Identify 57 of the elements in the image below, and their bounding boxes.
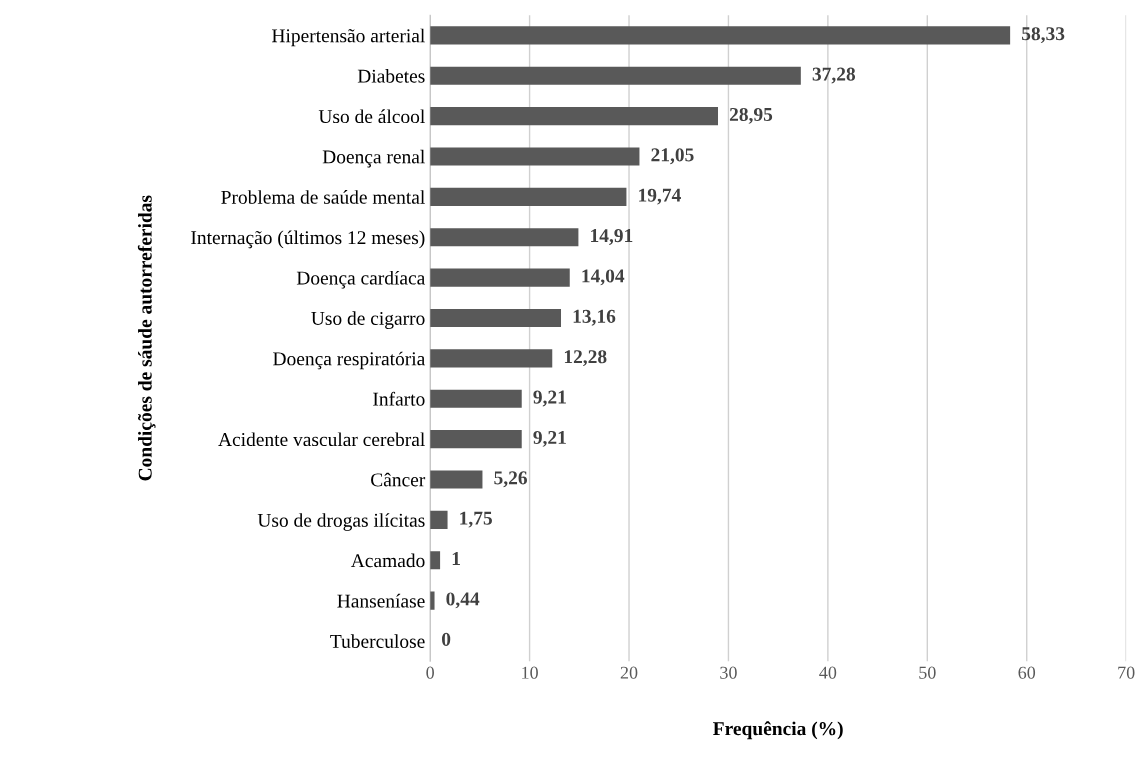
- data-label: 37,28: [812, 67, 856, 84]
- bar: [430, 510, 448, 529]
- y-tick-label: Doença cardíaca: [296, 270, 426, 289]
- bar: [430, 591, 435, 610]
- bar: [430, 551, 441, 570]
- x-tick-label: 30: [720, 666, 737, 679]
- data-label: 1,75: [460, 511, 492, 528]
- y-tick-label: Uso de álcool: [318, 109, 425, 124]
- x-tick-label: 70: [1118, 666, 1135, 679]
- bar: [430, 470, 483, 489]
- y-tick-label: Infarto: [373, 391, 425, 406]
- data-label: 9,21: [533, 390, 566, 407]
- y-tick-label: Tuberculose: [330, 634, 425, 648]
- data-label: 28,95: [729, 107, 773, 124]
- data-label: 13,16: [573, 309, 616, 326]
- x-tick-label: 50: [919, 666, 936, 679]
- bar: [430, 26, 1011, 45]
- y-tick-label: Hanseníase: [337, 593, 425, 608]
- x-tick-label: 60: [1018, 666, 1036, 679]
- bar: [430, 268, 570, 287]
- x-axis-title: Frequência (%): [713, 721, 843, 740]
- bar: [430, 107, 719, 126]
- y-tick-label: Uso de cigarro: [311, 311, 425, 329]
- bar: [430, 430, 522, 449]
- bar: [430, 349, 553, 368]
- bar: [430, 187, 627, 206]
- data-label: 9,21: [533, 430, 566, 447]
- data-label: 19,74: [639, 188, 681, 205]
- data-label: 0,44: [446, 592, 480, 609]
- data-label: 21,05: [651, 148, 694, 165]
- y-tick-label: Uso de drogas ilícitas: [257, 513, 425, 531]
- data-label: 1: [452, 552, 460, 565]
- data-label: 14,91: [591, 229, 633, 245]
- data-label: 5,26: [494, 471, 528, 488]
- y-tick-label: Acidente vascular cerebral: [218, 432, 425, 447]
- y-tick-label: Internação (últimos 12 meses): [191, 230, 425, 249]
- y-tick-label: Hipertensão arterial: [271, 28, 425, 47]
- data-label: 0: [442, 632, 451, 646]
- bar: [430, 147, 640, 166]
- y-axis-title: Condições de sáude autorreferidas: [137, 195, 156, 481]
- bar: [430, 66, 801, 85]
- y-tick-label: Doença renal: [322, 149, 425, 168]
- data-label: 12,28: [564, 350, 607, 367]
- bar: [430, 308, 562, 328]
- y-tick-label: Doença respiratória: [273, 351, 426, 370]
- y-tick-label: Câncer: [371, 472, 426, 487]
- data-label: 58,33: [1022, 27, 1065, 44]
- bar: [430, 389, 522, 408]
- data-label: 14,04: [582, 269, 625, 286]
- y-tick-label: Problema de saúde mental: [221, 190, 425, 204]
- x-tick-label: 0: [426, 666, 434, 679]
- y-tick-label: Diabetes: [357, 69, 425, 83]
- bar: [430, 228, 579, 247]
- y-tick-label: Acamado: [350, 553, 425, 568]
- x-tick-label: 10: [522, 666, 538, 679]
- x-tick-label: 40: [819, 666, 837, 679]
- x-tick-label: 20: [620, 666, 638, 679]
